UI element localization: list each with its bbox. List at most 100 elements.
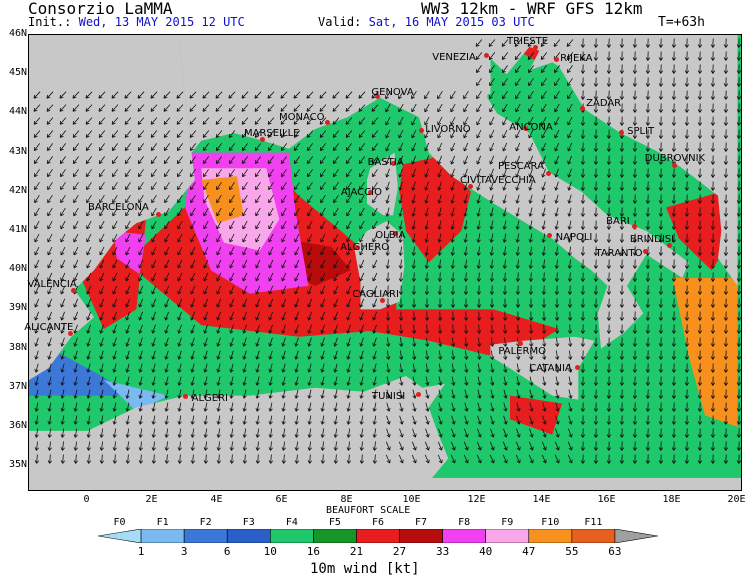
wind-arrow [138, 182, 144, 191]
wind-arrow [293, 91, 301, 99]
wind-arrow [476, 142, 482, 152]
wind-arrow [229, 376, 234, 386]
wind-arrow [529, 428, 534, 438]
wind-arrow [475, 52, 483, 60]
wind-arrow [736, 207, 741, 217]
city-marker [483, 53, 489, 59]
wind-arrow [385, 259, 390, 269]
wind-arrow [34, 428, 39, 438]
wind-arrow [319, 156, 327, 164]
wind-arrow [112, 233, 118, 243]
wind-arrow [593, 324, 599, 334]
wind-arrow [697, 259, 703, 269]
beaufort-label: F10 [541, 517, 560, 528]
wind-arrow [125, 363, 130, 373]
wind-arrow [710, 428, 716, 438]
beaufort-label: F0 [113, 517, 126, 528]
wind-arrow [606, 246, 612, 256]
wind-arrow [399, 402, 404, 412]
wind-arrow [632, 194, 638, 204]
wind-arrow [203, 389, 208, 399]
wind-arrow [528, 259, 533, 269]
beaufort-label: F2 [199, 517, 212, 528]
wind-arrow [736, 337, 741, 347]
wind-arrow [593, 363, 599, 373]
lat-tick-label: 36N [8, 420, 27, 431]
wind-arrow [125, 454, 131, 464]
wind-arrow [242, 259, 248, 269]
wind-arrow [554, 90, 560, 100]
wind-arrow [671, 441, 677, 451]
wind-arrow [710, 220, 716, 230]
city-marker [379, 298, 385, 304]
wind-arrow [632, 441, 638, 451]
wind-arrow [398, 116, 404, 126]
wind-arrow [203, 337, 208, 347]
wind-arrow [723, 168, 729, 178]
wind-arrow [424, 129, 430, 139]
city-marker [532, 45, 538, 51]
wind-arrow [268, 272, 274, 282]
wind-arrow [593, 402, 599, 412]
wind-arrow [398, 454, 404, 464]
wind-arrow [684, 90, 690, 100]
wind-arrow [710, 350, 716, 360]
wind-arrow [710, 337, 716, 347]
wind-arrow [359, 389, 364, 399]
wind-arrow [567, 220, 572, 230]
wind-arrow [580, 376, 586, 386]
wind-arrow [450, 142, 456, 152]
wind-arrow [60, 207, 66, 217]
wind-arrow [645, 415, 651, 425]
wind-arrow [216, 246, 222, 256]
wind-arrow [229, 182, 235, 191]
wind-arrow [332, 130, 340, 138]
wind-arrow [190, 259, 196, 269]
wind-arrow [477, 350, 482, 360]
wind-arrow [489, 168, 494, 178]
wind-arrow [464, 350, 469, 360]
lat-tick-label: 38N [8, 341, 27, 353]
wind-arrow [385, 272, 391, 282]
wind-arrow [138, 220, 144, 230]
wind-arrow [60, 415, 65, 425]
wind-arrow [294, 311, 299, 321]
wind-arrow [202, 143, 210, 151]
wind-arrow [399, 350, 404, 360]
wind-arrow [684, 181, 690, 191]
wind-arrow [437, 155, 443, 165]
wind-arrow [593, 64, 599, 74]
wind-arrow [580, 415, 586, 425]
wind-arrow [73, 220, 79, 230]
wind-arrow [385, 246, 390, 256]
wind-arrow [567, 103, 573, 113]
wind-arrow [372, 337, 377, 347]
city-label: PESCARA [498, 161, 544, 173]
wind-arrow [658, 116, 664, 126]
wind-arrow [736, 389, 741, 399]
wind-arrow [190, 441, 195, 451]
wind-arrow [228, 156, 236, 164]
wind-arrow [398, 233, 403, 243]
wind-arrow [99, 350, 104, 360]
wind-arrow [736, 129, 741, 139]
city-label: TARANTO [595, 247, 643, 259]
wind-arrow [294, 389, 299, 399]
wind-arrow [112, 207, 118, 217]
wind-arrow [658, 311, 664, 321]
wind-arrow [268, 376, 273, 386]
wind-arrow [72, 156, 80, 164]
wind-arrow [320, 182, 326, 191]
wind-arrow [580, 38, 586, 48]
wind-arrow [555, 376, 560, 386]
wind-arrow [398, 311, 404, 321]
wind-arrow [555, 363, 560, 373]
wind-arrow [684, 116, 690, 126]
wind-arrow [33, 130, 41, 138]
wind-arrow [438, 415, 443, 425]
wind-arrow [34, 337, 39, 347]
wind-arrow [60, 169, 66, 178]
wind-arrow [164, 363, 169, 373]
wind-arrow [112, 220, 118, 230]
wind-arrow [385, 298, 391, 308]
